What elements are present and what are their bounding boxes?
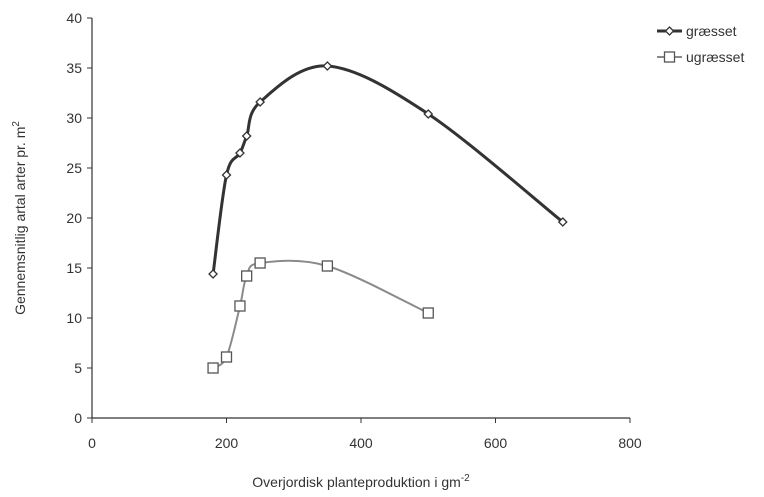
y-tick-label: 5 <box>74 360 82 376</box>
x-tick-label: 400 <box>349 435 373 451</box>
series-graesset <box>208 61 568 279</box>
data-point-diamond <box>557 217 568 227</box>
data-point-square <box>234 300 246 312</box>
y-tick-label: 10 <box>66 310 82 326</box>
data-point-diamond <box>221 170 232 180</box>
y-axis-label: Gennemsnitlig artal arter pr. m2 <box>11 121 28 315</box>
data-point-diamond <box>241 131 252 141</box>
legend-marker-graesset <box>664 26 675 36</box>
data-point-square <box>241 270 253 282</box>
y-tick-label: 20 <box>66 210 82 226</box>
y-axis-ticks: 0 5 10 15 20 25 30 35 40 <box>66 10 92 426</box>
data-point-square <box>207 362 219 374</box>
axes <box>91 18 630 419</box>
x-tick-label: 200 <box>215 435 239 451</box>
legend-item-graesset: græsset <box>657 23 737 39</box>
data-point-square <box>321 260 334 272</box>
legend-label-ugraesset: ugræsset <box>686 49 744 65</box>
data-point-square <box>254 257 266 269</box>
y-axis-label-superscript: 2 <box>11 121 22 127</box>
data-point-diamond <box>322 61 333 71</box>
y-tick-label: 0 <box>74 410 82 426</box>
data-point-square <box>220 351 233 363</box>
legend-item-ugraesset: ugræsset <box>657 49 744 65</box>
series-layer <box>207 61 568 374</box>
y-tick-label: 40 <box>66 10 82 26</box>
legend-label-graesset: græsset <box>686 23 737 39</box>
series-line <box>211 64 564 275</box>
data-point-diamond <box>423 109 434 119</box>
x-axis-label: Overjordisk planteproduktion i gm-2 <box>252 473 470 490</box>
x-tick-label: 0 <box>88 435 96 451</box>
data-point-diamond <box>208 269 218 279</box>
y-axis-label-text: Gennemsnitlig artal arter pr. m <box>12 127 28 315</box>
data-point-square <box>422 307 434 319</box>
x-axis-ticks: 0 200 400 600 800 <box>88 418 642 451</box>
x-axis-label-text: Overjordisk planteproduktion i gm <box>252 474 461 490</box>
legend-marker-ugraesset <box>663 51 676 63</box>
x-tick-label: 800 <box>618 435 642 451</box>
legend: græsset ugræsset <box>657 23 744 65</box>
series-ugraesset <box>207 257 434 374</box>
data-point-diamond <box>235 148 245 158</box>
y-tick-label: 25 <box>66 160 82 176</box>
y-tick-label: 35 <box>66 60 82 76</box>
y-tick-label: 15 <box>66 260 82 276</box>
y-tick-label: 30 <box>66 110 82 126</box>
x-axis-label-superscript: -2 <box>461 473 470 484</box>
x-tick-label: 600 <box>484 435 508 451</box>
data-point-diamond <box>255 97 266 107</box>
